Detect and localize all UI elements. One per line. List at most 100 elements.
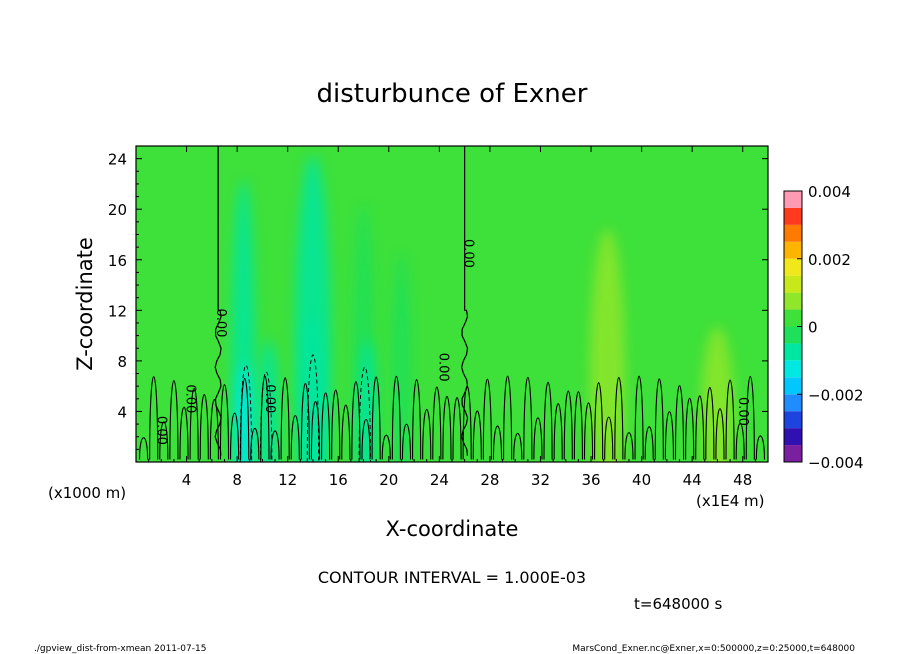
- contour-label: 0.00: [183, 384, 198, 413]
- colorbar-band: [784, 326, 802, 344]
- contour-line: [685, 397, 695, 460]
- contour-line: [735, 423, 745, 460]
- x-tick-label: 24: [430, 471, 449, 489]
- contour-line: [725, 379, 735, 460]
- contour-line: [138, 437, 149, 460]
- colorbar-band: [784, 360, 802, 378]
- colorbar-band: [784, 445, 802, 462]
- x-tick-label: 32: [531, 471, 550, 489]
- footer-left: ./gpview_dist-from-xmean 2011-07-15: [34, 644, 206, 654]
- contour-line: [664, 411, 675, 460]
- x-tick-label: 40: [632, 471, 651, 489]
- field-blob: [700, 327, 735, 462]
- contour-line: [472, 410, 482, 460]
- contour-line: [513, 433, 523, 460]
- colorbar-band: [784, 191, 802, 208]
- x-tick-label: 28: [480, 471, 499, 489]
- contour-line: [503, 375, 513, 460]
- x-tick-label: 44: [683, 471, 702, 489]
- field-background: [136, 146, 768, 462]
- field-blob: [589, 229, 626, 462]
- heatmap-field: [136, 146, 768, 462]
- contour-line: [381, 434, 391, 460]
- x-tick-label: 16: [329, 471, 348, 489]
- contour-line: [189, 388, 199, 460]
- contour-line: [654, 378, 664, 460]
- x-tick-label: 8: [232, 471, 242, 489]
- contour-line: [482, 378, 492, 460]
- colorbar-tick-label: −0.002: [808, 386, 864, 404]
- contour-interval-text: CONTOUR INTERVAL = 1.000E-03: [318, 568, 586, 587]
- contour-line: [300, 383, 310, 460]
- contour-line: [614, 376, 624, 460]
- contour-label: 0.00: [461, 239, 476, 268]
- contour-line: [361, 419, 371, 460]
- contour-label: 0.00: [262, 384, 277, 413]
- x-tick-label: 4: [182, 471, 192, 489]
- y-tick-label: 20: [108, 201, 127, 219]
- contour-line: [209, 399, 219, 460]
- y-axis-label: Z-coordinate: [73, 237, 97, 371]
- y-tick-label: 24: [108, 151, 127, 169]
- field-blob: [358, 339, 377, 462]
- contour-line: [290, 414, 300, 460]
- contour-line: [755, 435, 766, 460]
- contour-line: [695, 395, 705, 460]
- contour-line: [331, 389, 341, 460]
- colorbar-tick-label: 0.002: [808, 251, 851, 269]
- contour-line-negative: [358, 367, 371, 462]
- x-tick-label: 20: [379, 471, 398, 489]
- contour-line-zero: [214, 146, 222, 456]
- y-axis: 4 8 12 16 20 24: [108, 151, 768, 450]
- colorbar: 0.004 0.002 0 −0.002 −0.004: [783, 183, 864, 472]
- contour-line: [260, 375, 270, 460]
- colorbar-band: [784, 292, 802, 310]
- colorbar-band: [784, 343, 802, 361]
- contour-line: [412, 379, 422, 460]
- contour-line: [543, 382, 553, 460]
- contour-line: [674, 385, 685, 460]
- x-tick-label: 12: [278, 471, 297, 489]
- contour-line: [462, 385, 472, 460]
- contour-line: [523, 376, 533, 460]
- y-tick-label: 4: [117, 403, 127, 421]
- footer-right: MarsCond_Exner.nc@Exner,x=0:500000,z=0:2…: [572, 644, 855, 654]
- x-tick-label: 36: [581, 471, 600, 489]
- y-tick-label: 12: [108, 302, 127, 320]
- x-units-note: (x1E4 m): [696, 492, 765, 510]
- chart-title: disturbunce of Exner: [317, 79, 588, 109]
- contour-line: [229, 412, 240, 460]
- contour-line: [553, 403, 563, 460]
- contour-line: [492, 425, 503, 460]
- colorbar-band: [784, 275, 802, 293]
- colorbar-band: [784, 309, 802, 327]
- colorbar-band: [784, 411, 802, 429]
- contour-line: [149, 376, 159, 460]
- contour-label: 0.00: [735, 397, 750, 426]
- contour-line: [624, 432, 634, 460]
- contour-line: [594, 382, 604, 460]
- contour-line: [745, 375, 755, 460]
- contour-label: 0.00: [435, 353, 450, 382]
- contour-line: [533, 417, 543, 460]
- time-text: t=648000 s: [634, 595, 722, 613]
- colorbar-tick-label: 0.004: [808, 183, 851, 201]
- contour-line: [432, 386, 442, 460]
- contour-line: [634, 375, 644, 460]
- y-tick-label: 8: [117, 353, 127, 371]
- contour-line-negative: [260, 371, 273, 462]
- contour-line: [280, 377, 290, 460]
- colorbar-band: [784, 241, 802, 259]
- contour-labels: 0.00 0.00 0.00 0.00 0.00 0.00 0.00: [153, 239, 749, 445]
- x-axis: 4 8 12 16 20 24 28 32 36 40 44 48: [148, 146, 756, 489]
- contour-line: [391, 375, 401, 460]
- contour-line: [270, 430, 280, 460]
- contour-line-negative: [239, 365, 253, 462]
- contour-line: [604, 416, 614, 460]
- contour-line: [159, 421, 169, 460]
- contour-line: [583, 402, 594, 460]
- contour-line: [422, 408, 432, 460]
- contour-line: [573, 391, 583, 460]
- contour-line: [705, 387, 715, 460]
